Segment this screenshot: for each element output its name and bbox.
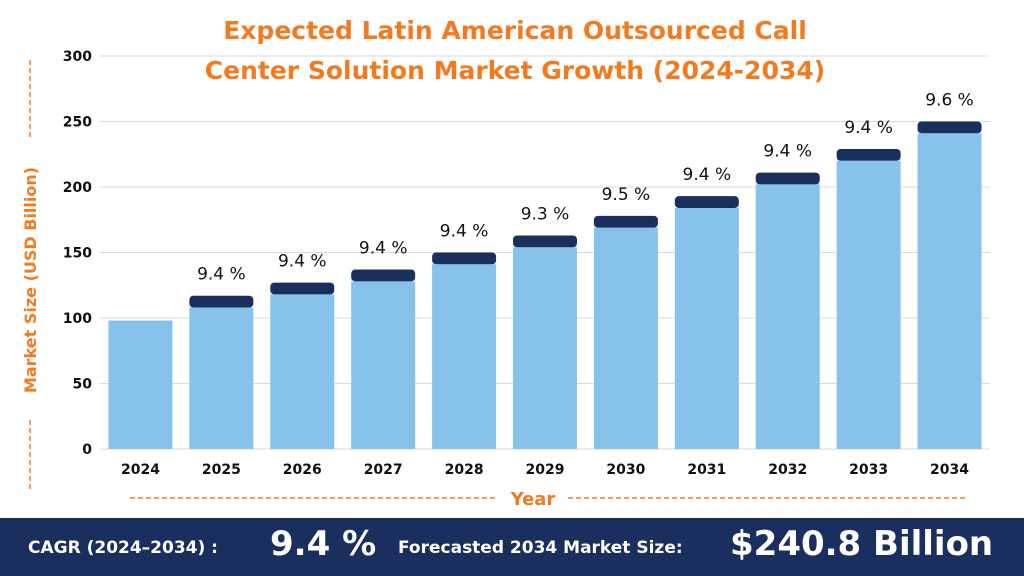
y-tick-label: 50	[73, 377, 93, 393]
y-axis-title: Market Size (USD Billion)	[21, 167, 40, 393]
forecast-value: $240.8 Billion	[730, 524, 994, 564]
bar-growth-2028	[432, 252, 497, 265]
growth-label: 9.4 %	[763, 142, 812, 162]
growth-label: 9.4 %	[278, 252, 327, 272]
bar-growth-2030	[593, 215, 658, 228]
x-tick-label: 2030	[606, 462, 645, 478]
y-tick-label: 0	[82, 442, 92, 458]
x-tick-label: 2026	[283, 462, 322, 478]
growth-label: 9.4 %	[197, 265, 246, 285]
growth-label: 9.3 %	[521, 204, 570, 224]
x-tick-label: 2033	[849, 462, 888, 478]
growth-label: 9.4 %	[844, 118, 893, 138]
x-axis-title: Year	[510, 489, 556, 510]
growth-label: 9.6 %	[925, 91, 974, 111]
bar-growth-2033	[836, 149, 901, 161]
bar-growth-2029	[513, 235, 577, 248]
bar-base-2033	[836, 160, 901, 450]
bar-base-2031	[674, 207, 739, 449]
x-tick-label: 2029	[526, 462, 565, 478]
bar-base-2025	[189, 307, 254, 449]
x-tick-label: 2024	[121, 462, 160, 478]
forecast-label: Forecasted 2034 Market Size:	[398, 538, 683, 558]
bar-chart: 0 50 100 150 200 250 300 2024 2025 9.4 % 2026 9.4 %…	[21, 49, 990, 510]
bar-growth-2025	[189, 295, 254, 308]
y-tick-label: 250	[63, 115, 92, 131]
y-tick-label: 150	[63, 246, 92, 262]
x-tick-label: 2031	[687, 462, 726, 478]
bar-base-2028	[432, 264, 497, 449]
x-tick-label: 2034	[930, 462, 969, 478]
chart-title-line-1: Expected Latin American Outsourced Call	[223, 16, 807, 45]
x-tick-label: 2028	[445, 462, 484, 478]
x-tick-label: 2025	[202, 462, 241, 478]
bar-base-2026	[270, 294, 335, 449]
growth-label: 9.4 %	[359, 239, 408, 259]
cagr-label: CAGR (2024–2034) :	[28, 538, 218, 558]
summary-footer: CAGR (2024–2034) : 9.4 % Forecasted 2034…	[0, 518, 1024, 576]
x-tick-label: 2027	[364, 462, 403, 478]
bar-growth-2031	[674, 196, 739, 208]
bar-base-2027	[351, 281, 416, 449]
bar-growth-2034	[917, 121, 982, 134]
growth-label: 9.5 %	[602, 185, 651, 205]
y-tick-label: 200	[63, 180, 92, 196]
y-tick-label: 100	[63, 311, 92, 327]
bar-growth-2026	[270, 282, 335, 295]
bar-base-2024	[108, 320, 173, 449]
bar-base-2029	[513, 247, 577, 449]
bar-growth-2032	[755, 172, 820, 185]
growth-label: 9.4 %	[683, 165, 732, 185]
growth-label: 9.4 %	[440, 222, 489, 242]
chart-title-line-2: Center Solution Market Growth (2024-2034…	[204, 56, 826, 85]
bar-growth-2027	[351, 269, 416, 282]
cagr-value: 9.4 %	[270, 524, 377, 564]
bar-base-2032	[755, 184, 820, 449]
x-tick-label: 2032	[768, 462, 807, 478]
bar-base-2034	[917, 133, 982, 450]
bar-base-2030	[593, 227, 658, 449]
y-tick-label: 300	[63, 49, 92, 65]
